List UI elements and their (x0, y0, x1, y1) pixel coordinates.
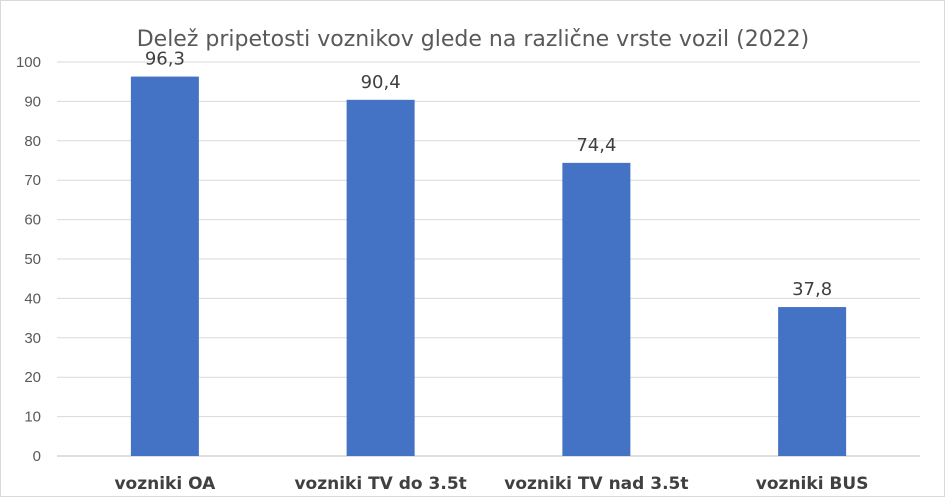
gridlines (57, 61, 920, 457)
x-category-label: vozniki TV do 3.5t (294, 474, 466, 494)
data-label: 90,4 (361, 72, 401, 93)
x-axis-categories: vozniki OA vozniki TV do 3.5t vozniki TV n… (114, 474, 868, 494)
y-tick-label: 30 (24, 330, 41, 347)
y-axis-ticks: 0 10 20 30 40 50 60 70 80 90 100 (16, 54, 41, 465)
y-tick-label: 90 (24, 93, 41, 110)
y-tick-label: 80 (24, 133, 41, 150)
data-label: 96,3 (145, 49, 185, 70)
y-tick-label: 70 (24, 172, 41, 189)
y-tick-label: 100 (16, 54, 41, 71)
data-labels: 96,3 90,4 74,4 37,8 (145, 49, 832, 300)
chart-title: Delež pripetosti voznikov glede na razli… (137, 27, 810, 52)
y-tick-label: 0 (33, 448, 41, 465)
y-tick-label: 10 (24, 409, 41, 426)
bars (130, 76, 847, 456)
bar (130, 76, 199, 456)
bar (346, 99, 415, 456)
bar (778, 307, 847, 456)
data-label: 37,8 (792, 279, 832, 300)
bar (562, 162, 631, 456)
data-label: 74,4 (576, 135, 616, 156)
y-tick-label: 20 (24, 369, 41, 386)
y-tick-label: 50 (24, 251, 41, 268)
y-tick-label: 40 (24, 290, 41, 307)
x-category-label: vozniki TV nad 3.5t (504, 474, 688, 494)
y-tick-label: 60 (24, 212, 41, 229)
x-category-label: vozniki OA (114, 474, 216, 494)
x-category-label: vozniki BUS (756, 474, 869, 494)
